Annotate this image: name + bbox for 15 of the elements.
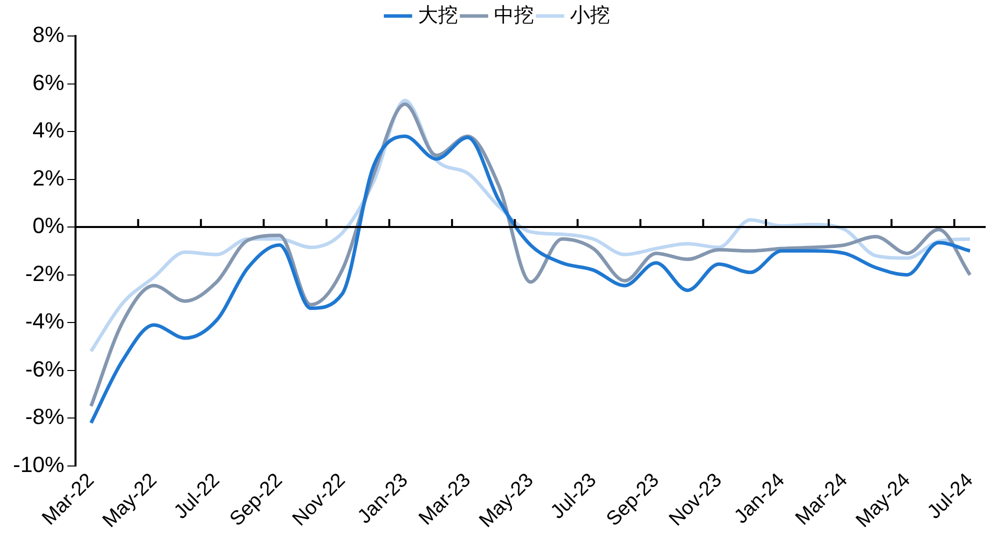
y-tick-label: 0%	[32, 213, 64, 238]
line-series	[89, 134, 972, 425]
y-tick-label: -2%	[25, 260, 64, 286]
y-tick-label: 2%	[32, 165, 64, 190]
legend-label: 中挖	[494, 4, 534, 27]
legend-label: 大挖	[418, 4, 458, 27]
y-tick-label: -4%	[25, 308, 64, 334]
y-tick-label: 6%	[32, 70, 64, 95]
legend-label: 小挖	[570, 4, 610, 27]
y-tick-label: -8%	[25, 404, 64, 430]
line-series	[89, 102, 972, 408]
y-tick-label: 8%	[32, 22, 64, 48]
y-tick-label: 4%	[32, 118, 64, 143]
y-tick-label: -10%	[13, 452, 64, 477]
y-tick-label: -6%	[25, 356, 64, 382]
